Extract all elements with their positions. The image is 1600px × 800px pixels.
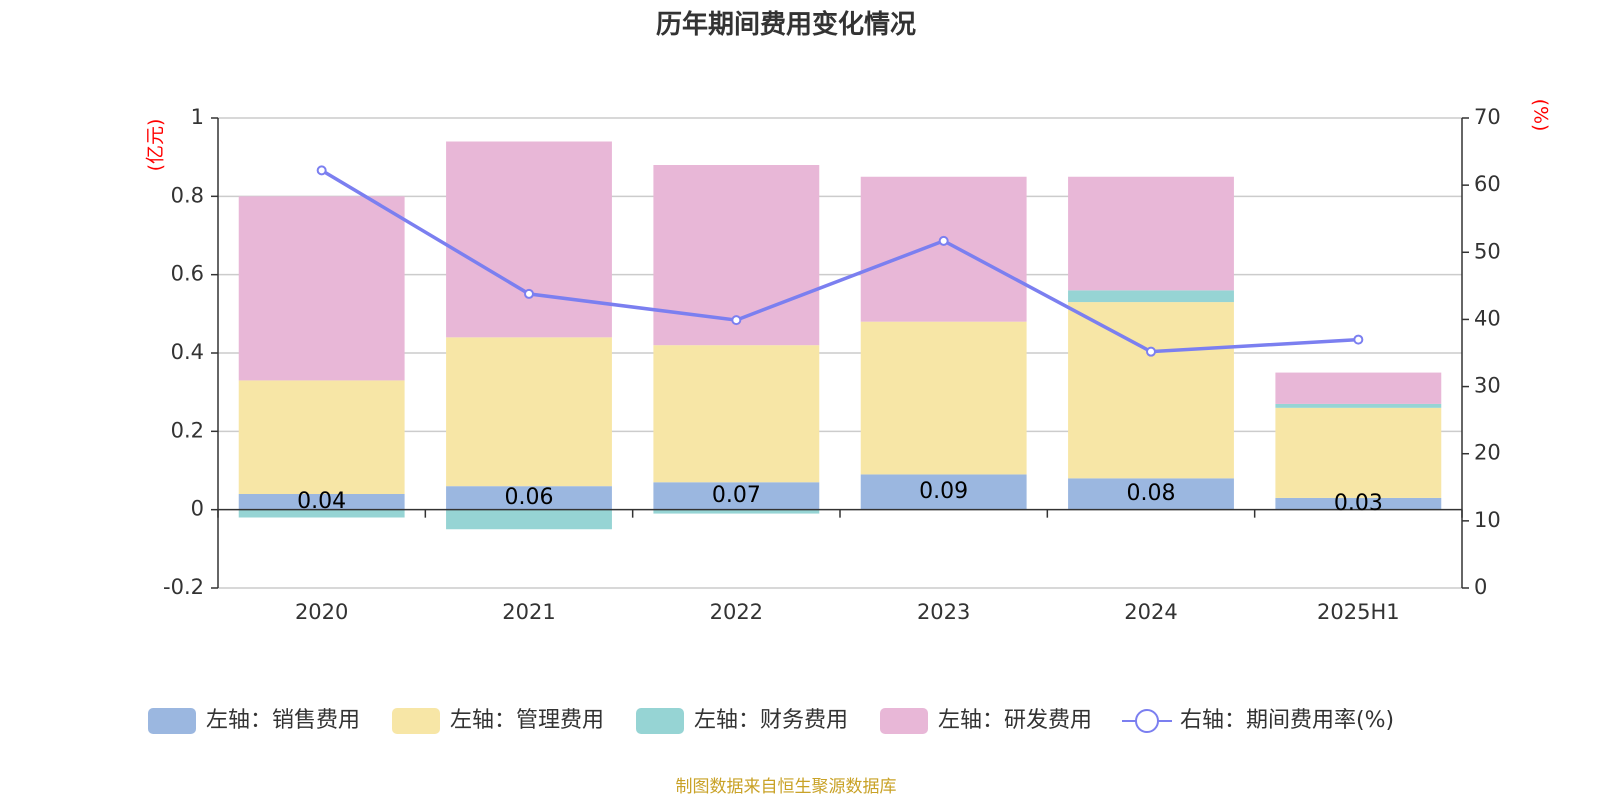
- right-axis-tick-label: 20: [1474, 441, 1501, 465]
- legend-circle-icon: [1135, 709, 1159, 733]
- left-axis-tick-label: 0.2: [171, 418, 204, 442]
- chart-title: 历年期间费用变化情况: [656, 9, 916, 40]
- bar-value-label: 0.09: [919, 479, 968, 504]
- x-axis-label: 2020: [295, 600, 348, 624]
- bar-segment: [1068, 302, 1234, 479]
- rate-line-path: [320, 168, 1359, 354]
- left-axis-unit: (亿元): [145, 119, 167, 172]
- legend: 左轴：销售费用 左轴：管理费用 左轴：财务费用 左轴：研发费用 右轴：期间费用率(%): [148, 708, 1394, 734]
- axes: 1 0.8 0.6 0.4 0.2 0 -0.2 70 60 50 40 30 20 10 0 2020 202…: [163, 105, 1501, 624]
- rate-point: [524, 288, 534, 299]
- right-axis-tick-label: 70: [1474, 105, 1501, 129]
- bar-value-label: 0.03: [1334, 491, 1383, 516]
- bar-segment: [446, 141, 612, 338]
- bar-segment: [446, 509, 612, 530]
- x-axis-label: 2023: [917, 600, 970, 624]
- legend-label: 左轴：财务费用: [694, 708, 848, 733]
- right-axis-tick-label: 40: [1474, 306, 1501, 330]
- bar-segment: [238, 509, 405, 518]
- right-axis-tick-label: 60: [1474, 172, 1501, 196]
- rate-point: [1146, 346, 1156, 357]
- right-axis-tick-label: 30: [1474, 374, 1501, 398]
- bar-segment: [653, 345, 820, 483]
- legend-swatch: [636, 708, 684, 734]
- bar-segment: [1275, 403, 1442, 408]
- left-axis-tick-label: 1: [191, 105, 204, 129]
- bar-segment: [446, 486, 612, 510]
- left-axis-tick-label: 0.8: [171, 183, 204, 207]
- right-axis-tick-label: 0: [1474, 575, 1487, 599]
- bar-value-label: 0.06: [505, 485, 554, 510]
- bar-segment: [860, 176, 1027, 322]
- bar-segment: [1275, 407, 1442, 498]
- left-axis-tick-label: 0.4: [171, 340, 204, 364]
- bar-segment: [653, 482, 820, 510]
- bar-segment: [1275, 372, 1442, 404]
- x-axis-label: 2021: [502, 600, 555, 624]
- bar-segment: [653, 509, 820, 514]
- bar-segment: [1068, 290, 1234, 303]
- bar-segment: [238, 494, 405, 510]
- bar-segment: [238, 380, 405, 494]
- left-axis-tick-label: -0.2: [163, 575, 204, 599]
- legend-swatch: [880, 708, 928, 734]
- rate-point: [731, 315, 742, 326]
- bar-segment: [238, 196, 405, 381]
- bar-segment: [446, 337, 612, 487]
- legend-label: 左轴：管理费用: [450, 708, 604, 733]
- x-axis-label: 2024: [1124, 600, 1177, 624]
- left-axis-tick-label: 0.6: [171, 262, 204, 286]
- bar-segment: [1068, 176, 1234, 291]
- rate-line: [316, 165, 1364, 357]
- legend-label: 左轴：销售费用: [206, 708, 360, 733]
- bar-segment: [1275, 497, 1442, 510]
- source-footer: 制图数据来自恒生聚源数据库: [676, 777, 897, 797]
- rate-point: [938, 235, 949, 246]
- x-axis-label: 2025H1: [1317, 600, 1400, 624]
- right-axis-tick-label: 10: [1474, 508, 1501, 532]
- legend-label: 右轴：期间费用率(%): [1180, 708, 1394, 733]
- legend-label: 左轴：研发费用: [938, 708, 1092, 733]
- rate-point: [316, 165, 327, 176]
- grid: [218, 117, 1462, 589]
- rate-point: [1353, 334, 1364, 345]
- bar-value-label: 0.07: [712, 483, 761, 508]
- right-axis-unit: (%): [1530, 99, 1552, 132]
- bar-segment: [1068, 478, 1234, 510]
- bar-segment: [860, 321, 1027, 475]
- x-axis-label: 2022: [710, 600, 763, 624]
- bar-value-label: 0.04: [297, 489, 346, 514]
- bar-segment: [860, 474, 1027, 510]
- legend-swatch: [392, 708, 440, 734]
- bar-value-label: 0.08: [1127, 481, 1176, 506]
- bar-labels: 0.04 0.06 0.07 0.09 0.08 0.03: [297, 479, 1383, 516]
- bars: [238, 141, 1442, 530]
- legend-swatch: [148, 708, 196, 734]
- left-axis-tick-label: 0: [191, 497, 204, 521]
- right-axis-tick-label: 50: [1474, 239, 1501, 263]
